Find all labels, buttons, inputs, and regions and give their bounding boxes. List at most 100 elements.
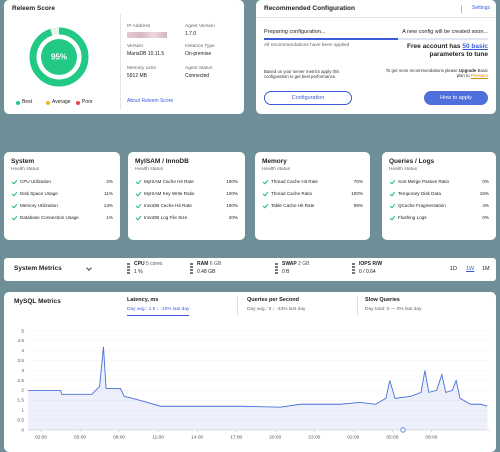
check-icon — [389, 202, 396, 209]
health-value: 70% — [353, 179, 363, 184]
health-item: InnoDB Log File Size — [144, 215, 188, 220]
how-to-apply-button[interactable]: How to apply — [424, 91, 488, 105]
tab-summary[interactable]: Day avg.: 1.5 ↓ -10% last day — [127, 307, 190, 312]
tab-name[interactable]: Queries per Second — [247, 297, 299, 303]
tab-summary[interactable]: Day avg.: 5 ↓ -33% last day — [247, 307, 306, 312]
check-icon — [11, 190, 18, 197]
health-value: 0% — [482, 179, 489, 184]
about-link[interactable]: About Releem Score — [127, 98, 174, 104]
legend-dot — [76, 101, 80, 105]
check-icon — [135, 214, 142, 221]
metric-name: CPU 5 cores — [134, 261, 163, 268]
health-value: 100% — [226, 203, 238, 208]
metric-detail: 2 GB — [298, 261, 310, 267]
free-line: Free account has 50 basic — [407, 43, 488, 50]
metric-label: CPU — [134, 261, 145, 267]
metric-icon — [352, 263, 355, 275]
x-tick-label: 14:00 — [191, 434, 203, 440]
health-item: MyISAM Key Write Ratio — [144, 191, 195, 196]
legend-label: Average — [52, 99, 71, 105]
legend-dot — [46, 101, 50, 105]
date-marker[interactable] — [400, 427, 406, 433]
system-metrics-title: System Metrics — [14, 265, 62, 272]
metric-value: 0 / 0.64 — [359, 269, 376, 275]
metric-value: 0 B — [282, 269, 290, 275]
advice: Based on your server metrics apply this … — [264, 69, 340, 79]
check-icon — [262, 202, 269, 209]
check-icon — [135, 202, 142, 209]
status-note: A new config will be created soon... — [402, 29, 488, 35]
health-item: Thread Cache Hit Rate — [271, 179, 318, 184]
health-card: Queries / Logs Health status Sort Merge Pa… — [382, 152, 496, 240]
upgrade-note: To get more recommendations please Upgra… — [383, 68, 488, 79]
info-label: Version — [127, 44, 143, 49]
health-item: InnoDB Cache Hit Rate — [144, 203, 192, 208]
score-card: Releem Score 95% IP Address Agent Versio… — [4, 0, 244, 114]
config-card: Recommended Configuration Settings Prepa… — [256, 0, 496, 114]
legend-dot — [16, 101, 20, 105]
metric-detail: 5 cores — [145, 261, 163, 267]
text: To get more recommendations please — [385, 68, 458, 73]
separator — [461, 5, 462, 13]
configuration-button[interactable]: Configuration — [264, 91, 352, 105]
system-metrics-bar: System Metrics CPU 5 cores 1 % RAM 6 GB 0.4… — [4, 258, 496, 281]
divider — [256, 17, 496, 18]
x-tick-label: 11:00 — [152, 434, 164, 440]
health-subtitle: Health status — [135, 167, 163, 172]
tab-name[interactable]: Latency, ms — [127, 297, 159, 303]
health-title: MyISAM / InnoDB — [135, 158, 189, 165]
settings-link[interactable]: Settings — [471, 5, 490, 11]
health-value: 16% — [479, 191, 489, 196]
range-button[interactable]: 1W — [466, 266, 475, 272]
check-icon — [135, 190, 142, 197]
health-title: System — [11, 158, 35, 165]
latency-chart: 0 0.5 1 1.5 2 2.5 3 3.5 4 4.5 5 02:00 05:00 08:00 11:0… — [17, 328, 490, 440]
check-icon — [11, 214, 18, 221]
x-tick-label: 02:00 — [347, 434, 359, 440]
x-tick-label: 05:00 — [386, 434, 398, 440]
health-title: Queries / Logs — [389, 158, 435, 165]
info-value: On-premise — [185, 51, 212, 57]
tab-summary[interactable]: Day total: 0 — 0% last day — [365, 307, 422, 312]
chevron[interactable] — [86, 265, 92, 271]
status: Preparing configuration... — [264, 29, 326, 35]
y-tick-label: 2.5 — [17, 378, 24, 384]
range-button[interactable]: 1D — [450, 266, 458, 272]
health-card: MyISAM / InnoDB Health status MyISAM Cache… — [128, 152, 245, 240]
info-value: MariaDB 10.11.5 — [127, 51, 165, 57]
health-value: 20% — [228, 215, 238, 220]
y-tick-label: 3.5 — [17, 358, 24, 364]
legend-label: Best — [22, 99, 33, 105]
y-tick-label: 0 — [21, 427, 24, 433]
health-value: 2% — [106, 179, 113, 184]
tab-divider — [237, 297, 238, 315]
info-label: Agent Status — [185, 66, 213, 71]
x-tick-label: 02:00 — [35, 434, 47, 440]
premium[interactable]: Premium — [470, 72, 488, 78]
health-item: Thread Cache Ratio — [271, 191, 313, 196]
health-item: Temporary Disk Data — [398, 191, 441, 196]
health-subtitle: Health status — [262, 167, 290, 172]
divider — [120, 14, 121, 110]
upgrade-link[interactable]: Upgrade — [458, 68, 477, 73]
health-value: 100% — [351, 191, 363, 196]
info-value: 5912 MB — [127, 73, 148, 79]
x-tick-label: 23:00 — [308, 434, 320, 440]
metric-icon — [275, 263, 278, 275]
health-item: Table Cache Hit Rate — [271, 203, 315, 208]
health-value: 1% — [106, 215, 113, 220]
free-suffix: parameters to tune — [429, 51, 488, 58]
y-tick-label: 1.5 — [17, 398, 24, 404]
health-title: Memory — [262, 158, 287, 165]
info-label: Instance Type — [185, 44, 215, 49]
progress-track — [264, 38, 488, 40]
metric-name: RAM 6 GB — [197, 261, 221, 268]
health-item: MyISAM Cache Hit Rate — [144, 179, 194, 184]
range-button[interactable]: 1M — [482, 266, 490, 272]
progress-fill — [264, 38, 399, 40]
tab-name[interactable]: Slow Queries — [365, 297, 400, 303]
x-tick-label: 17:00 — [230, 434, 242, 440]
check-icon — [389, 178, 396, 185]
score-title: Releem Score — [12, 5, 55, 12]
